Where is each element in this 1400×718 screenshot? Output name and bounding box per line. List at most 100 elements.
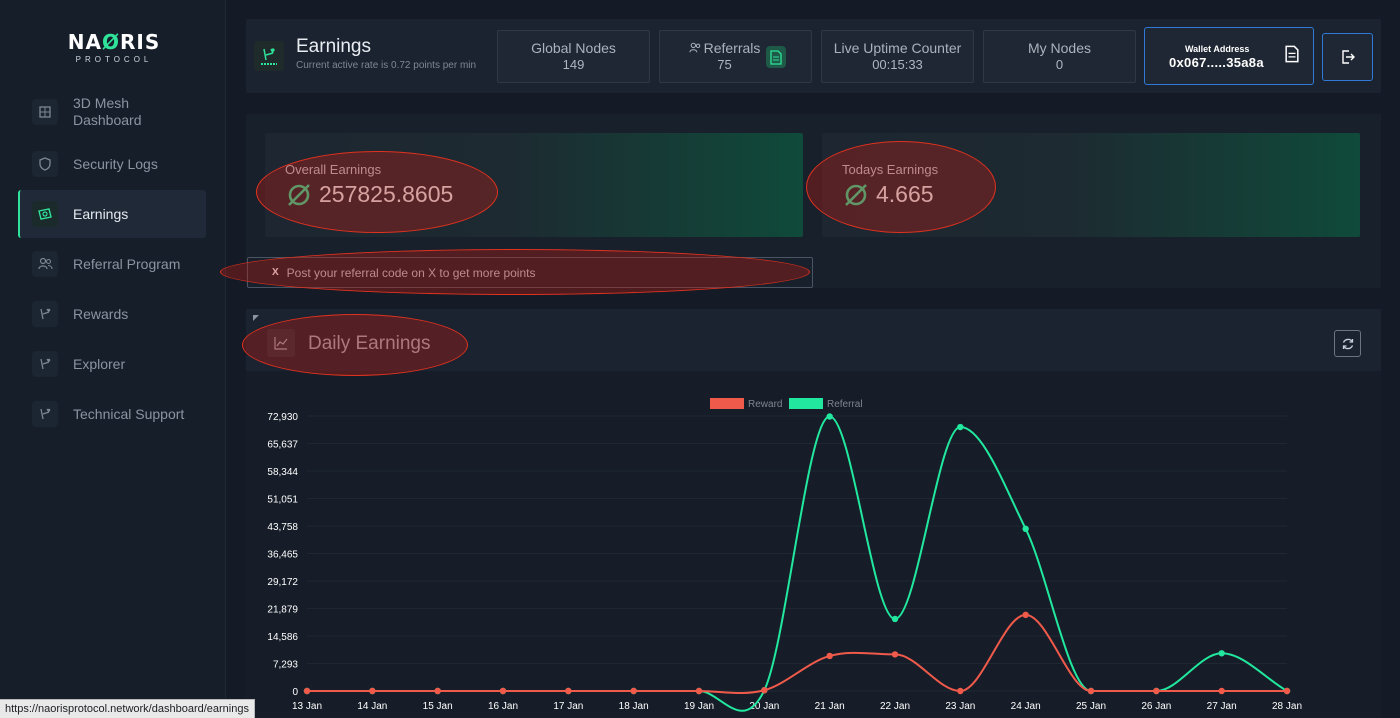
data-point-reward[interactable] bbox=[434, 688, 440, 694]
data-point-reward[interactable] bbox=[1153, 688, 1159, 694]
x-tick-label: 14 Jan bbox=[357, 701, 387, 712]
post-referral-text: Post your referral code on X to get more… bbox=[287, 266, 536, 280]
daily-earnings-chart: 07,29314,58621,87929,17236,46543,75851,0… bbox=[246, 309, 1381, 718]
stat-label: Live Uptime Counter bbox=[822, 40, 973, 56]
todays-earnings-card: Todays Earnings 4.665 bbox=[822, 133, 1360, 237]
overall-earnings-card: Overall Earnings 257825.8605 bbox=[265, 133, 803, 237]
todays-earnings-label: Todays Earnings bbox=[842, 162, 938, 177]
y-tick-label: 51,051 bbox=[267, 495, 298, 506]
legend-swatch[interactable] bbox=[710, 398, 744, 409]
top-header: Earnings Current active rate is 0.72 poi… bbox=[246, 19, 1381, 93]
data-point-reward[interactable] bbox=[957, 688, 963, 694]
naoris-coin-icon bbox=[842, 182, 870, 208]
overall-earnings-label: Overall Earnings bbox=[285, 162, 381, 177]
earnings-icon bbox=[32, 201, 58, 227]
data-point-reward[interactable] bbox=[826, 653, 832, 659]
y-tick-label: 21,879 bbox=[267, 605, 298, 616]
x-tick-label: 15 Jan bbox=[423, 701, 453, 712]
data-point-reward[interactable] bbox=[1218, 688, 1224, 694]
y-tick-label: 14,586 bbox=[267, 632, 298, 643]
y-tick-label: 58,344 bbox=[267, 467, 298, 478]
earnings-summary-panel: Overall Earnings 257825.8605 Todays Earn… bbox=[246, 114, 1381, 288]
sidebar-item-label: Technical Support bbox=[73, 406, 184, 423]
sidebar-item-earnings[interactable]: Earnings bbox=[18, 190, 206, 238]
stat-label: Global Nodes bbox=[498, 40, 649, 56]
stat-my-nodes: My Nodes 0 bbox=[983, 30, 1136, 83]
sidebar-item-3d-mesh-dashboard[interactable]: 3D Mesh Dashboard bbox=[18, 86, 206, 138]
sidebar-item-label: Explorer bbox=[73, 356, 125, 373]
data-point-reward[interactable] bbox=[1022, 612, 1028, 618]
legend-label[interactable]: Reward bbox=[748, 399, 782, 410]
sidebar-item-security-logs[interactable]: Security Logs bbox=[18, 140, 206, 188]
x-tick-label: 28 Jan bbox=[1272, 701, 1302, 712]
daily-earnings-panel: Daily Earnings 0 7,293 14,586 21,879 29,172 3… bbox=[246, 309, 1381, 718]
y-tick-label: 7,293 bbox=[273, 660, 298, 671]
y-tick-label: 29,172 bbox=[267, 577, 298, 588]
shield-icon bbox=[32, 151, 58, 177]
wallet-label: Wallet Address bbox=[1185, 44, 1249, 54]
x-tick-label: 13 Jan bbox=[292, 701, 322, 712]
data-point-referral[interactable] bbox=[1022, 526, 1028, 532]
users-icon bbox=[689, 42, 702, 54]
logo-subtitle: PROTOCOL bbox=[64, 55, 164, 64]
sidebar-item-explorer[interactable]: Explorer bbox=[18, 340, 206, 388]
data-point-reward[interactable] bbox=[565, 688, 571, 694]
stat-value: 00:15:33 bbox=[822, 57, 973, 72]
data-point-reward[interactable] bbox=[696, 688, 702, 694]
mesh-icon bbox=[32, 99, 58, 125]
data-point-reward[interactable] bbox=[1088, 688, 1094, 694]
sidebar-item-label: Earnings bbox=[73, 206, 128, 223]
sidebar-item-label: Security Logs bbox=[73, 156, 158, 173]
sidebar-item-rewards[interactable]: Rewards bbox=[18, 290, 206, 338]
logo[interactable]: NAØRIS PROTOCOL bbox=[64, 30, 164, 64]
data-point-referral[interactable] bbox=[957, 424, 963, 430]
sidebar-item-referral-program[interactable]: Referral Program bbox=[18, 240, 206, 288]
data-point-reward[interactable] bbox=[761, 687, 767, 693]
todays-earnings-value-row: 4.665 bbox=[842, 181, 934, 208]
sidebar-item-label: Referral Program bbox=[73, 256, 180, 273]
copy-referral-icon[interactable] bbox=[766, 46, 786, 68]
copy-wallet-icon[interactable] bbox=[1285, 45, 1299, 68]
data-point-referral[interactable] bbox=[1218, 650, 1224, 656]
x-tick-label: 24 Jan bbox=[1011, 701, 1041, 712]
overall-earnings-value: 257825.8605 bbox=[319, 181, 453, 208]
earnings-header-icon bbox=[254, 41, 284, 71]
sidebar: NAØRIS PROTOCOL 3D Mesh Dashboard Securi… bbox=[0, 0, 226, 718]
legend-swatch[interactable] bbox=[789, 398, 823, 409]
data-point-referral[interactable] bbox=[826, 413, 832, 419]
x-tick-label: 23 Jan bbox=[945, 701, 975, 712]
overall-earnings-value-row: 257825.8605 bbox=[285, 181, 453, 208]
naoris-coin-icon bbox=[285, 182, 313, 208]
stat-global-nodes: Global Nodes 149 bbox=[497, 30, 650, 83]
data-point-reward[interactable] bbox=[892, 651, 898, 657]
y-tick-label: 65,637 bbox=[267, 440, 298, 451]
x-tick-label: 18 Jan bbox=[619, 701, 649, 712]
data-point-reward[interactable] bbox=[369, 688, 375, 694]
page-title: Earnings bbox=[296, 36, 371, 58]
data-point-reward[interactable] bbox=[1284, 688, 1290, 694]
x-tick-label: 22 Jan bbox=[880, 701, 910, 712]
sidebar-item-label: 3D Mesh Dashboard bbox=[73, 95, 153, 129]
rewards-icon bbox=[32, 301, 58, 327]
sidebar-item-technical-support[interactable]: Technical Support bbox=[18, 390, 206, 438]
series-line-reward bbox=[307, 615, 1287, 693]
x-logo-icon: X bbox=[272, 267, 279, 278]
data-point-reward[interactable] bbox=[630, 688, 636, 694]
x-tick-label: 26 Jan bbox=[1141, 701, 1171, 712]
legend-label[interactable]: Referral bbox=[827, 399, 863, 410]
x-tick-label: 25 Jan bbox=[1076, 701, 1106, 712]
x-tick-label: 21 Jan bbox=[815, 701, 845, 712]
wallet-address-button[interactable]: Wallet Address 0x067.....35a8a bbox=[1144, 27, 1314, 85]
data-point-reward[interactable] bbox=[500, 688, 506, 694]
post-referral-on-x-button[interactable]: X Post your referral code on X to get mo… bbox=[247, 257, 813, 288]
status-bar-url: https://naorisprotocol.network/dashboard… bbox=[0, 699, 255, 718]
data-point-reward[interactable] bbox=[304, 688, 310, 694]
explorer-icon bbox=[32, 351, 58, 377]
logout-button[interactable] bbox=[1322, 33, 1373, 81]
stat-referrals: Referrals 75 bbox=[659, 30, 812, 83]
support-icon bbox=[32, 401, 58, 427]
users-icon bbox=[32, 251, 58, 277]
logo-wordmark: NAØRIS bbox=[64, 30, 164, 54]
data-point-referral[interactable] bbox=[892, 616, 898, 622]
stat-label: My Nodes bbox=[984, 40, 1135, 56]
